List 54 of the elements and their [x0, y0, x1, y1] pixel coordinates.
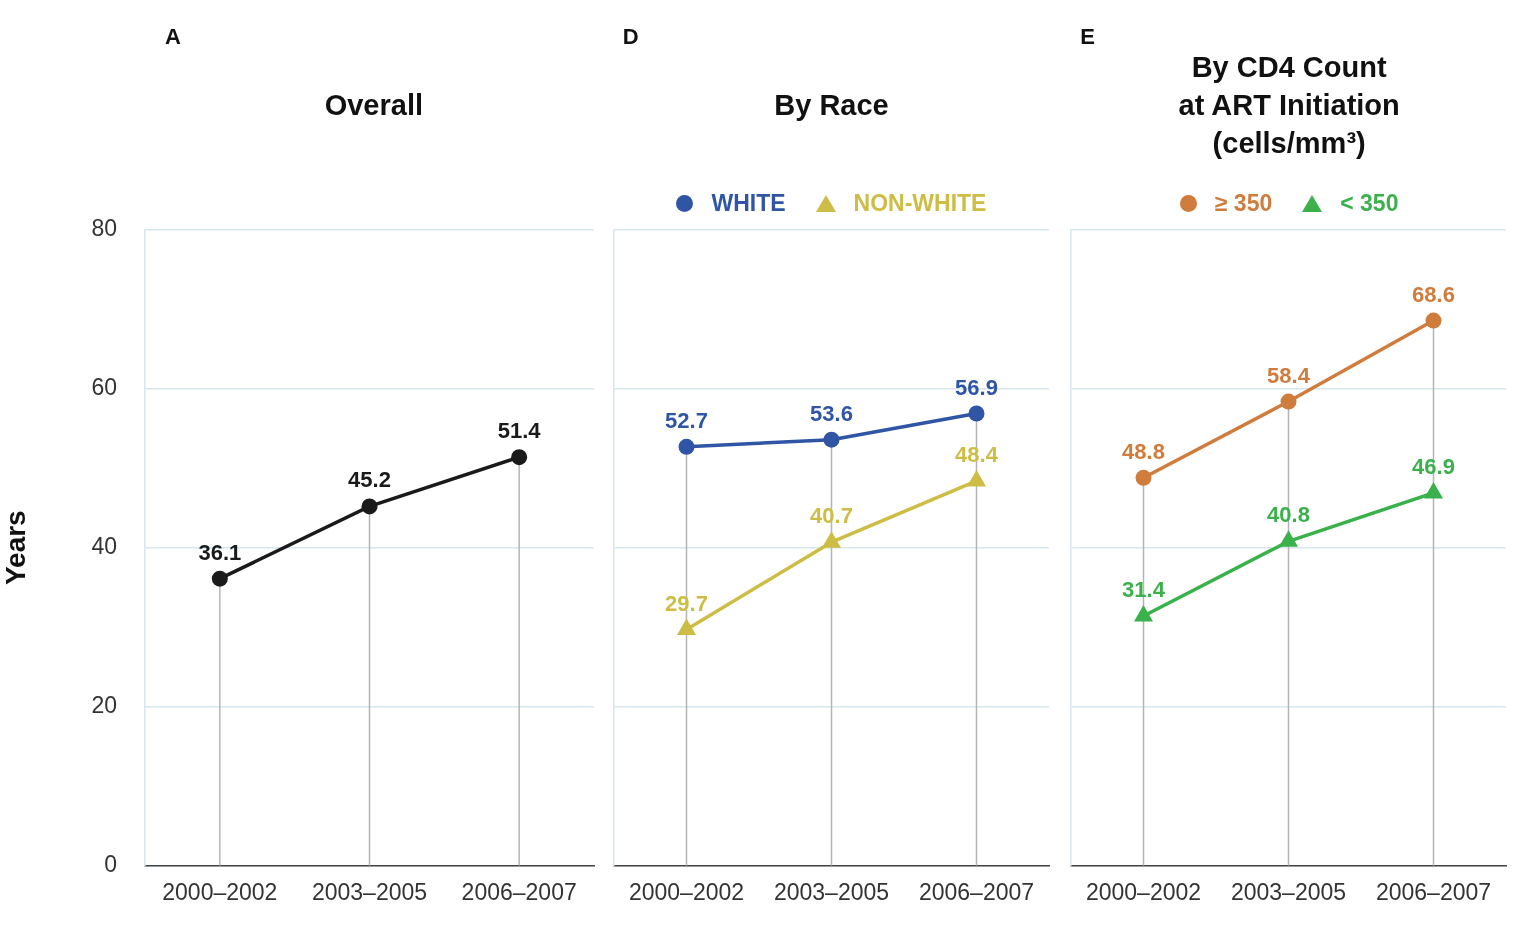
data-label: 58.4 — [1267, 362, 1311, 388]
data-label: 52.7 — [664, 407, 708, 433]
x-tick-label: 2006–2007 — [1376, 878, 1492, 905]
point — [1424, 481, 1444, 499]
chart-title: Overall — [324, 89, 423, 121]
legend-label: ≥ 350 — [1214, 190, 1273, 217]
point — [1280, 393, 1297, 410]
x-tick-label: 2003–2005 — [773, 878, 889, 905]
data-label: 51.4 — [497, 418, 542, 444]
point — [678, 438, 695, 455]
point — [1279, 530, 1299, 547]
text: A — [165, 24, 181, 50]
chart-title: By Race — [774, 89, 889, 121]
text: E — [1080, 24, 1096, 50]
data-label: 29.7 — [664, 590, 708, 616]
y-tick-label: 0 — [104, 850, 117, 877]
data-label: 48.8 — [1122, 438, 1166, 464]
point — [968, 405, 985, 422]
legend-label: NON-WHITE — [853, 190, 987, 217]
y-axis-title: Years — [0, 510, 31, 586]
y-tick-label: 60 — [91, 374, 117, 401]
x-tick-label: 2003–2005 — [311, 878, 428, 905]
x-tick-label: 2000–2002 — [628, 878, 744, 905]
data-label: 56.9 — [954, 374, 998, 400]
y-tick-label: 20 — [91, 691, 117, 718]
point — [676, 618, 696, 636]
data-label: 48.4 — [954, 442, 999, 468]
chart-title: By CD4 Count at ART Initiation (cells/mm³) — [1178, 51, 1400, 159]
point — [1425, 312, 1442, 329]
text: D — [622, 24, 639, 50]
x-tick-label: 2006–2007 — [918, 878, 1034, 905]
data-label: 31.4 — [1122, 577, 1166, 603]
point — [1135, 469, 1152, 486]
point — [823, 431, 840, 448]
y-tick-label: 80 — [91, 215, 117, 242]
legend-label: WHITE — [711, 190, 786, 217]
point — [511, 449, 528, 466]
x-tick-label: 2006–2007 — [461, 878, 577, 905]
point — [1134, 605, 1154, 622]
data-label: 36.1 — [198, 539, 242, 565]
data-label: 53.6 — [809, 400, 853, 426]
y-tick-label: 40 — [91, 533, 117, 560]
point — [821, 531, 841, 548]
data-label: 40.8 — [1267, 502, 1311, 528]
point — [211, 570, 228, 587]
x-tick-label: 2000–2002 — [1086, 878, 1202, 905]
x-tick-label: 2003–2005 — [1231, 878, 1347, 905]
data-label: 68.6 — [1412, 281, 1456, 307]
data-label: 46.9 — [1412, 453, 1456, 479]
x-tick-label: 2000–2002 — [162, 878, 278, 905]
data-label: 40.7 — [809, 503, 853, 529]
legend-label: < 350 — [1340, 190, 1399, 217]
data-label: 45.2 — [348, 467, 391, 493]
point — [361, 498, 378, 515]
